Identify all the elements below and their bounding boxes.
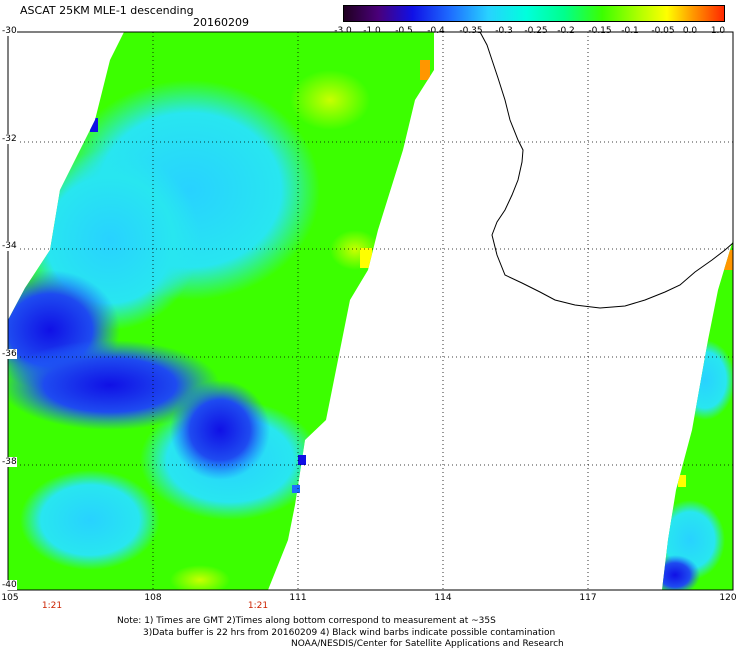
colorbar-label: -1.0 [363, 26, 381, 36]
lon-label: 114 [434, 593, 452, 603]
colorbar-label: -0.3 [495, 26, 513, 36]
lon-label: 117 [579, 593, 597, 603]
colorbar-label: -0.35 [459, 26, 483, 36]
data-cell [298, 455, 306, 465]
map-date: 20160209 [193, 16, 249, 29]
lon-label: 105 [1, 593, 19, 603]
colorbar-label: -0.4 [427, 26, 445, 36]
lon-label: 111 [289, 593, 307, 603]
lat-label: -40 [2, 580, 17, 590]
note-line: NOAA/NESDIS/Center for Satellite Applica… [291, 639, 564, 649]
lat-label: -30 [2, 26, 17, 36]
data-cell [292, 485, 300, 493]
colorbar-label: -3.0 [334, 26, 352, 36]
colorbar-label: -0.2 [557, 26, 575, 36]
lon-label: 120 [719, 593, 737, 603]
west-data-swath [8, 32, 434, 590]
colorbar-label: -0.1 [621, 26, 639, 36]
colorbar-label: -0.05 [651, 26, 675, 36]
time-label: 1:21 [247, 601, 269, 611]
colorbar-label: 1.0 [710, 26, 726, 36]
lon-label: 108 [144, 593, 162, 603]
colorbar-label: -0.15 [588, 26, 612, 36]
note-line: 3)Data buffer is 22 hrs from 20160209 4)… [143, 628, 556, 638]
graticule [8, 32, 733, 590]
map-frame [7, 31, 734, 591]
lat-label: -34 [2, 241, 17, 251]
colorbar-label: 0.0 [682, 26, 698, 36]
time-label: 1:21 [41, 601, 63, 611]
colorbar-label: -0.25 [524, 26, 548, 36]
note-line: Note: 1) Times are GMT 2)Times along bot… [117, 616, 496, 626]
coastline-southwest-australia [479, 31, 734, 309]
lat-label: -38 [2, 457, 17, 467]
colorbar-label: -0.5 [395, 26, 413, 36]
map-title: ASCAT 25KM MLE-1 descending [20, 4, 194, 17]
lat-label: -32 [2, 134, 17, 144]
east-data-swath [662, 240, 733, 590]
lat-label: -36 [2, 349, 17, 359]
colorbar [343, 5, 725, 22]
